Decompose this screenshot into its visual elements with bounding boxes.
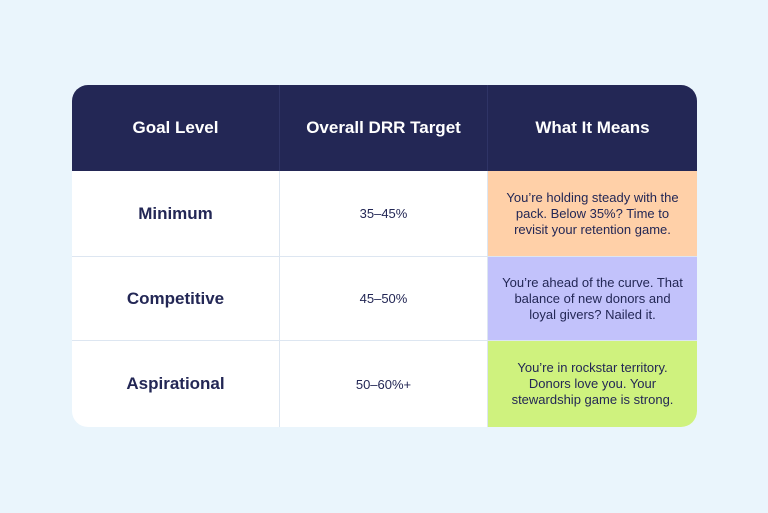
goal-level-cell: Aspirational	[72, 341, 280, 427]
goal-level-cell: Minimum	[72, 171, 280, 257]
header-what-it-means: What It Means	[488, 85, 697, 171]
drr-target-cell: 50–60%+	[280, 341, 488, 427]
header-drr-target: Overall DRR Target	[280, 85, 488, 171]
drr-target-cell: 35–45%	[280, 171, 488, 257]
goal-level-cell: Competitive	[72, 257, 280, 341]
meaning-cell: You’re ahead of the curve. That balance …	[488, 257, 697, 341]
meaning-cell: You’re in rockstar territory. Donors lov…	[488, 341, 697, 427]
drr-target-cell: 45–50%	[280, 257, 488, 341]
meaning-cell: You’re holding steady with the pack. Bel…	[488, 171, 697, 257]
header-goal-level: Goal Level	[72, 85, 280, 171]
drr-goals-table: Goal Level Overall DRR Target What It Me…	[72, 85, 697, 427]
